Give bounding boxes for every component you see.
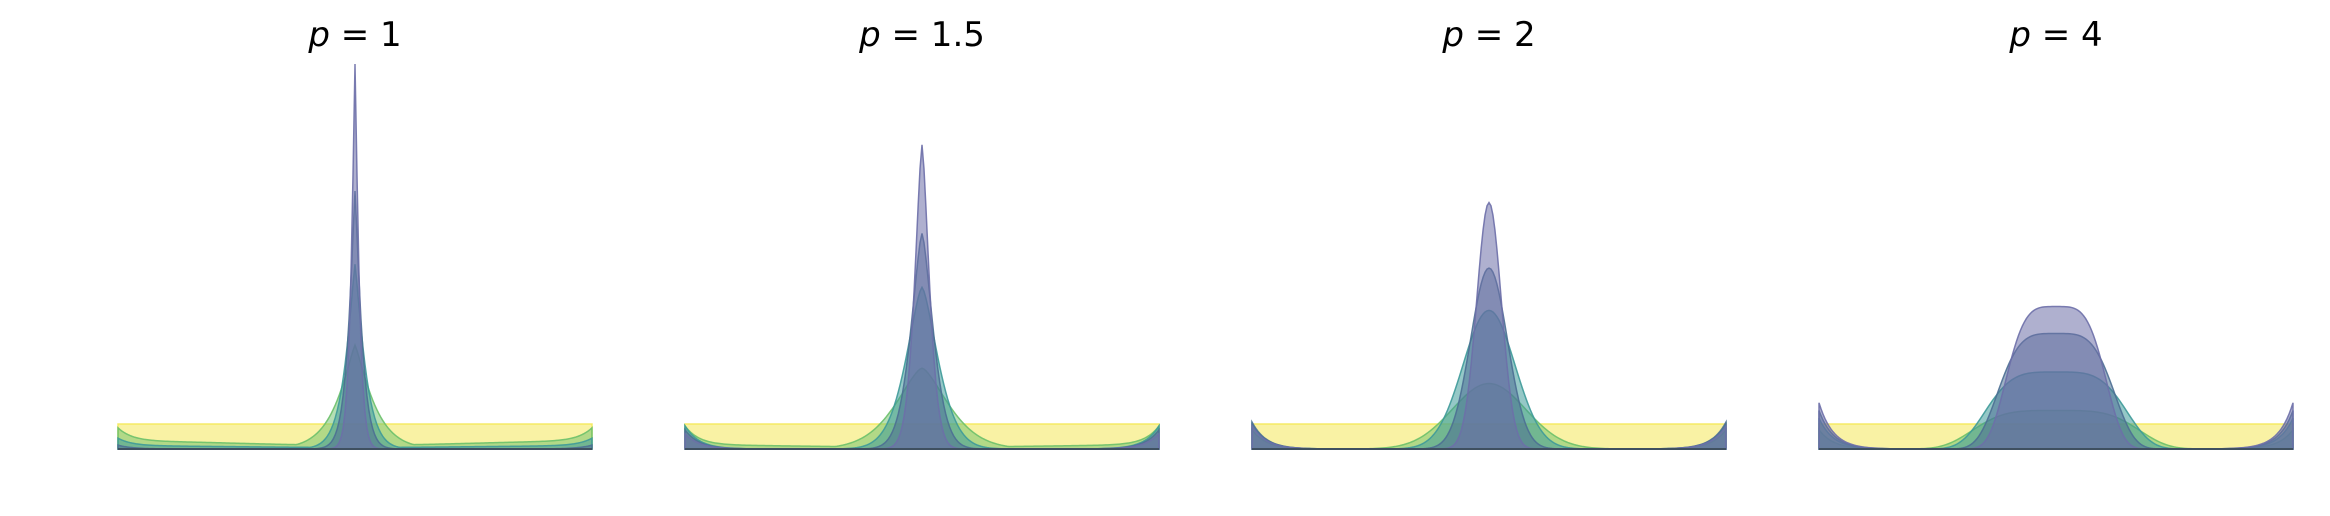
panel-title-var: p (2008, 15, 2031, 55)
panel-title: p = 2 (1441, 15, 1535, 55)
panel-title-eq: = 2 (1464, 15, 1536, 55)
area-series-0 (1251, 201, 1727, 450)
panel-title-var: p (307, 15, 330, 55)
panel-p1-5: p = 1.5 (684, 15, 1160, 450)
panel-title-var: p (1441, 15, 1464, 55)
panel-title-eq: = 4 (2031, 15, 2103, 55)
panel-title-eq: = 1 (330, 15, 402, 55)
panel-title-eq: = 1.5 (881, 15, 985, 55)
panel-title: p = 1.5 (858, 15, 985, 55)
panel-p4: p = 4 (1818, 15, 2294, 450)
area-series-0 (118, 63, 592, 450)
panel-title: p = 4 (2008, 15, 2102, 55)
panel-p1: p = 1 (117, 15, 593, 450)
panel-title-var: p (858, 15, 881, 55)
area-series-0 (684, 144, 1160, 450)
panel-p2: p = 2 (1251, 15, 1727, 450)
panel-title: p = 1 (307, 15, 401, 55)
